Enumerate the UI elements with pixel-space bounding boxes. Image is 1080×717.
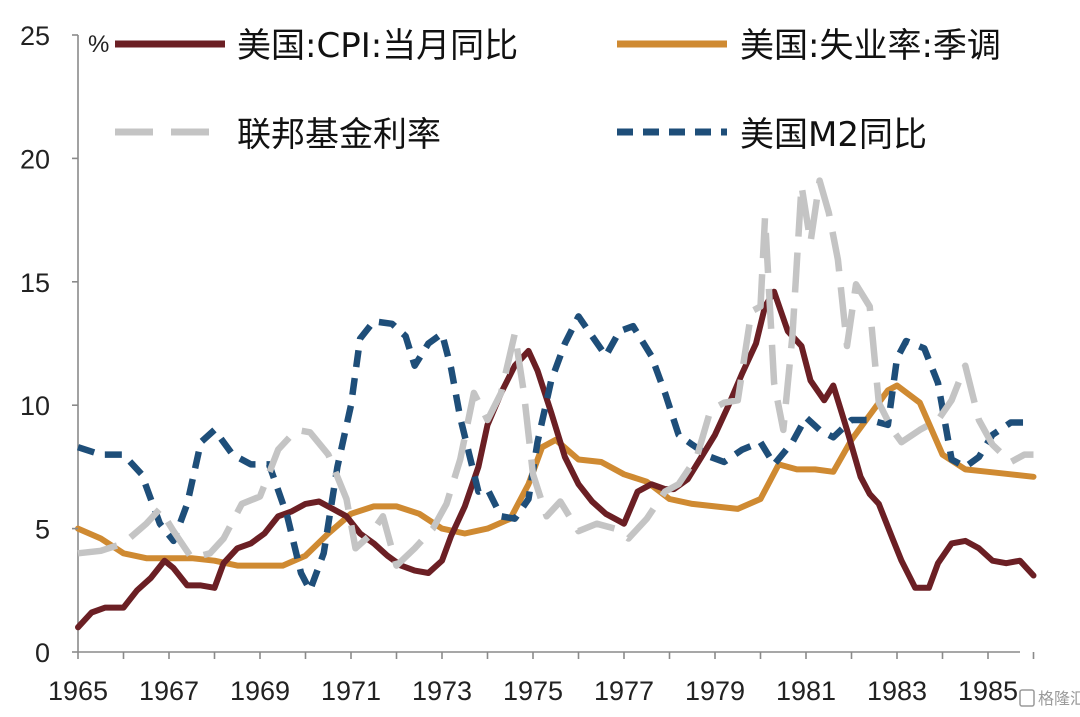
series-line-2: [77, 177, 1034, 569]
legend-item-fed-funds: 联邦基金利率: [115, 115, 441, 155]
unit-label: %: [88, 31, 109, 58]
legend-item-cpi: 美国:CPI:当月同比: [115, 26, 518, 66]
watermark-text: 格隆汇: [1038, 689, 1080, 708]
x-tick-label: 1985: [958, 676, 1018, 706]
x-tick-label: 1977: [594, 676, 654, 706]
series-layer: [75, 177, 1037, 631]
x-tick-label: 1973: [412, 676, 472, 706]
legend-label-fed-funds: 联邦基金利率: [237, 115, 441, 155]
y-tick-labels: 0 5 10 15 20 25: [20, 21, 78, 668]
axes: [77, 35, 1020, 653]
legend-item-unemployment: 美国:失业率:季调: [617, 26, 1001, 66]
legend-label-cpi: 美国:CPI:当月同比: [237, 26, 518, 66]
y-tick-label: 0: [35, 638, 50, 668]
x-tick-label: 1965: [48, 676, 108, 706]
x-tick-label: 1971: [321, 676, 381, 706]
watermark: 格隆汇: [1019, 689, 1080, 708]
legend-label-unemployment: 美国:失业率:季调: [740, 26, 1001, 66]
series-line-3: [76, 313, 1034, 594]
watermark-logo-icon: [1019, 689, 1035, 707]
x-tick-labels: 1965 1967 1969 1971 1973 1975 1977 1979 1981 1983…: [48, 652, 1035, 706]
x-tick-label: 1967: [139, 676, 199, 706]
x-tick-label: 1969: [230, 676, 290, 706]
x-tick-label: 1979: [685, 676, 745, 706]
y-tick-label: 15: [20, 268, 50, 298]
x-tick-label: 1983: [867, 676, 927, 706]
legend-label-m2: 美国M2同比: [740, 115, 927, 155]
legend-item-m2: 美国M2同比: [617, 115, 927, 155]
y-tick-label: 20: [20, 144, 50, 174]
legend: 美国:CPI:当月同比 美国:失业率:季调 联邦基金利率 美国M2同比: [115, 26, 1001, 155]
x-tick-label: 1981: [776, 676, 836, 706]
y-tick-label: 5: [35, 515, 50, 545]
series-line-0: [75, 288, 1037, 631]
x-tick-label: 1975: [503, 676, 563, 706]
y-tick-label: 10: [20, 391, 50, 421]
y-tick-label: 25: [20, 21, 50, 51]
